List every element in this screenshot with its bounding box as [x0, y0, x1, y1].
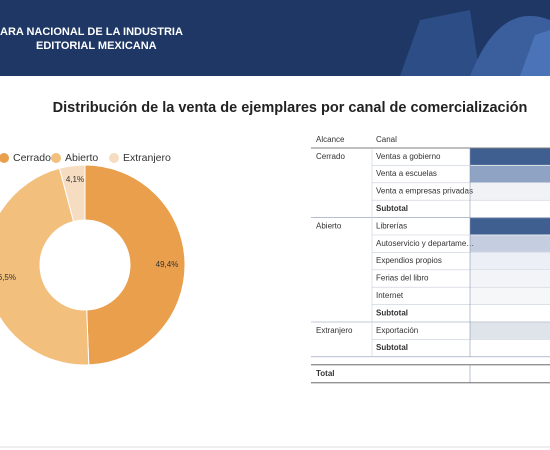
- channel-label: Expendios propios: [376, 256, 442, 265]
- channel-label: Librerías: [376, 221, 407, 230]
- header-decor: [520, 30, 550, 76]
- legend-label: Extranjero: [123, 152, 171, 164]
- donut-slice: [58, 164, 86, 223]
- channel-label: Ventas a gobierno: [376, 152, 441, 161]
- legend-swatch: [109, 153, 119, 163]
- total-label: Total: [316, 369, 335, 378]
- value-cell: [470, 218, 550, 235]
- channel-label: Internet: [376, 291, 404, 300]
- subtotal-label: Subtotal: [376, 308, 408, 317]
- channel-label: Venta a empresas privadas: [376, 187, 473, 196]
- legend-label: Cerrado: [13, 152, 51, 164]
- legend-swatch: [51, 153, 61, 163]
- subtotal-label: Subtotal: [376, 343, 408, 352]
- value-cell: [470, 322, 550, 339]
- value-cell: [470, 287, 550, 305]
- legend-label: Abierto: [65, 152, 98, 164]
- row-group: Cerrado: [316, 152, 345, 161]
- legend-swatch: [0, 153, 9, 163]
- channel-label: Venta a escuelas: [376, 169, 437, 178]
- value-cell: [470, 252, 550, 270]
- header-line: EDITORIAL MEXICANA: [36, 40, 157, 52]
- value-cell: [470, 339, 550, 357]
- data-label: 46,5%: [0, 273, 16, 282]
- subtotal-label: Subtotal: [376, 204, 408, 213]
- column-header: Alcance: [316, 135, 345, 144]
- column-header: Canal: [376, 135, 397, 144]
- channel-label: Exportación: [376, 326, 418, 335]
- value-cell: [470, 305, 550, 322]
- value-cell: [470, 235, 550, 252]
- header-decor: [400, 10, 480, 76]
- row-group: Extranjero: [316, 326, 353, 335]
- data-label: 4,1%: [66, 175, 84, 184]
- donut-slice: [0, 167, 90, 366]
- channel-label: Autoservicio y departame…: [376, 239, 474, 248]
- channel-label: Ferias del libro: [376, 274, 429, 283]
- value-cell: [470, 200, 550, 218]
- header-line: ARA NACIONAL DE LA INDUSTRIA: [0, 26, 183, 38]
- data-label: 49,4%: [156, 260, 179, 269]
- row-group: Abierto: [316, 221, 342, 230]
- chart-title: Distribución de la venta de ejemplares p…: [53, 100, 528, 116]
- value-cell: [470, 270, 550, 287]
- value-cell: [470, 165, 550, 183]
- donut-slice: [84, 164, 186, 366]
- value-cell: [470, 148, 550, 165]
- value-cell: [470, 183, 550, 200]
